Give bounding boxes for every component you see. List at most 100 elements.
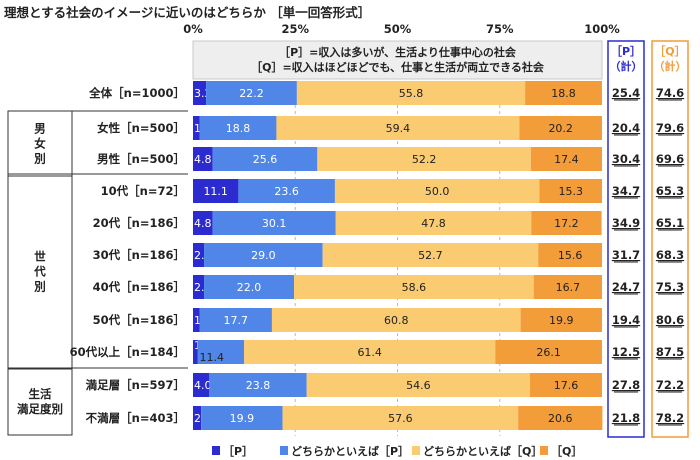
data-label: 54.6 [406,379,431,392]
bar-segment [204,275,295,299]
group-label: 男 [34,122,46,136]
row-label: 全体［n=1000］ [88,86,185,100]
definition-text: ［P］=収入は多いが、生活より仕事中心の社会 [279,45,517,59]
data-label: 20.2 [548,122,573,135]
total-value: 12.5 [612,345,640,359]
total-value: 20.4 [612,121,640,135]
totals-header: ［Q］ [654,44,685,58]
total-value: 34.9 [612,216,640,230]
data-label: 55.8 [399,87,424,100]
total-value: 68.3 [656,248,684,262]
row-label: 10代［n=72］ [101,184,185,198]
bar-segment [209,373,307,397]
data-label: 23.8 [246,379,271,392]
legend-swatch [540,446,548,455]
totals-column-frame [607,40,645,438]
row-label: 60代以上［n=184］ [70,345,185,359]
data-label: 18.8 [551,87,576,100]
bar-segment [212,147,318,171]
data-label: 60.8 [384,314,409,327]
group-label: 世 [34,250,46,264]
bar-segment [538,243,602,267]
data-label: 4.0 [194,379,212,392]
bar-segment [193,275,205,299]
bar-segment [204,243,323,267]
legend-label: どちらかといえば［Q］ [423,444,542,458]
bar-segment [296,81,526,105]
total-value: 75.3 [656,280,684,294]
legend-swatch [412,446,420,455]
legend: ［P］ どちらかといえば［P］ どちらかといえば［Q］ ［Q］ [212,444,582,458]
x-axis-ticks: 0% 25% 50% 75% 100% [183,22,620,36]
row-label: 20代［n=186］ [93,216,185,230]
bar-segment [306,373,531,397]
group-label: 満足度別 [17,402,63,416]
x-tick-label: 0% [183,22,203,36]
bar-segment [276,116,520,140]
definitions-background [192,40,603,80]
bar-segment [322,243,539,267]
totals-column-frame [651,40,689,438]
bar-segment [317,147,531,171]
row-label: 満足層［n=597］ [86,378,185,392]
bar-segment [335,211,532,235]
group-label: 別 [33,280,46,294]
data-label: 11.1 [203,185,228,198]
total-value: 30.4 [612,152,640,166]
total-value: 27.8 [612,378,640,392]
bar-segment [520,308,602,332]
total-value: 80.6 [656,313,684,327]
data-label: 19.9 [230,412,255,425]
legend-label: どちらかといえば［P］ [291,444,409,458]
data-label: 50.0 [425,185,450,198]
total-value: 19.4 [612,313,640,327]
data-label: 17.6 [554,379,579,392]
total-value: 69.6 [656,152,684,166]
total-value: 24.7 [612,280,640,294]
data-label: 18.8 [226,122,251,135]
group-label: 別 [33,152,46,166]
totals-header: ［P］ [611,44,641,58]
data-label: 25.6 [253,153,278,166]
group-label: 女 [34,137,46,151]
data-label: 4.8 [194,153,212,166]
legend-label: ［Q］ [551,444,582,458]
bar-segment [193,147,213,171]
data-label: 23.6 [274,185,299,198]
bar-segment [193,116,200,140]
bar-segment [193,243,205,267]
row-label: 不満層［n=403］ [86,411,185,425]
bar-segment [531,211,602,235]
data-label: 11.4 [199,351,224,364]
bar-segment [518,406,603,430]
bar-segment [533,275,602,299]
row-label: 男性［n=500］ [97,152,185,166]
totals-header: （計） [654,59,687,73]
bar-segment [294,275,534,299]
data-label: 47.8 [421,217,446,230]
bar-rows: 全体［n=1000］3.222.255.818.8女性［n=500］1.618.… [70,81,603,436]
bar-segment [530,147,602,171]
bar-segment [244,340,496,364]
total-value: 31.7 [612,248,640,262]
bar-segment [193,81,207,105]
row-label: 50代［n=186］ [93,313,185,327]
legend-swatch [212,446,220,455]
data-label: 4.8 [194,217,212,230]
bar-segment [271,308,521,332]
total-value: 21.8 [612,411,640,425]
x-tick-label: 100% [584,22,620,36]
data-label: 57.6 [388,412,413,425]
x-tick-label: 75% [486,22,514,36]
data-label: 26.1 [536,346,561,359]
legend-swatch [280,446,288,455]
data-label: 30.1 [262,217,287,230]
row-label: 女性［n=500］ [97,121,185,135]
definitions-box: ［P］=収入は多いが、生活より仕事中心の社会［Q］=収入はほどほどでも、仕事と生… [192,40,603,80]
data-label: 61.4 [357,346,382,359]
total-value: 34.7 [612,184,640,198]
group-label: 生活 [29,387,52,401]
total-value: 25.4 [612,86,640,100]
